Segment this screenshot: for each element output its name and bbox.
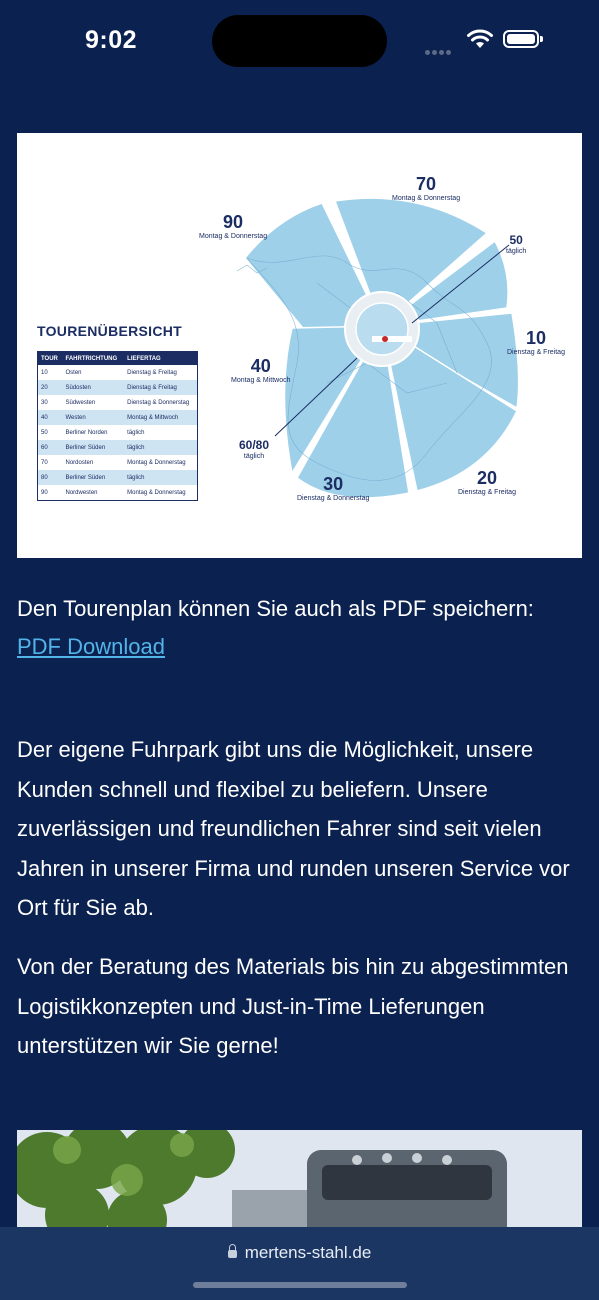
status-bar: 9:02 [0,0,599,80]
table-cell: Montag & Donnerstag [127,489,186,496]
table-row: 10 Osten Dienstag & Freitag [38,365,198,380]
table-cell: 80 [37,470,63,485]
table-cell: 30 [41,399,48,406]
tour-map-graphic [236,197,520,499]
table-row: 20 Südosten Dienstag & Freitag [37,380,198,395]
tour-days: Montag & Donnerstag [199,233,268,240]
table-cell: täglich [127,429,145,436]
tour-map-image: TOURENÜBERSICHT TOUR FAHRTRICHTUNG LIEFE… [17,133,582,558]
table-header-cell: LIEFERTAG [124,351,198,365]
table-row: 30 Südwesten Dienstag & Donnerstag [38,395,198,410]
truck-photo-graphic [17,1130,582,1240]
tour-label-70: 70 Montag & Donnerstag [392,175,460,202]
tour-days: Dienstag & Donnerstag [297,495,370,502]
table-row: 50 Berliner Norden täglich [38,425,198,440]
cellular-signal-icon [425,42,457,55]
table-cell: täglich [124,470,198,485]
sector-20 [380,324,518,492]
pdf-download-intro: Den Tourenplan können Sie auch als PDF s… [17,596,534,621]
table-header-cell: TOUR [37,351,63,365]
table-cell: 90 [41,489,48,496]
table-row: 40 Westen Montag & Mittwoch [37,410,198,425]
address-bar[interactable]: mertens-stahl.de [0,1243,599,1263]
logistics-paragraph: Von der Beratung des Materials bis hin z… [17,954,569,1058]
table-cell: Dienstag & Freitag [124,380,198,395]
table-header-cell: FAHRTRICHTUNG [62,351,125,365]
table-cell: Nordwesten [65,489,98,496]
table-cell: Berliner Süden [62,470,125,485]
battery-icon [503,30,543,48]
tour-table-header: TOUR FAHRTRICHTUNG LIEFERTAG [37,351,198,365]
url-text: mertens-stahl.de [244,1243,372,1262]
table-cell: Dienstag & Freitag [127,369,177,376]
tour-number: 70 [416,174,437,194]
tour-days: Dienstag & Freitag [507,349,565,356]
table-cell: Westen [62,410,125,425]
wifi-icon [467,29,493,48]
tour-days: täglich [506,248,527,255]
sector-30 [296,323,410,499]
tour-label-40: 40 Montag & Mittwoch [231,357,291,384]
pdf-download-text: Den Tourenplan können Sie auch als PDF s… [17,590,577,666]
table-cell: Berliner Süden [62,440,125,455]
sector-40 [283,325,384,476]
sector-50 [381,239,509,327]
table-cell: Montag & Mittwoch [124,410,198,425]
table-row: 90 Nordwesten Montag & Donnerstag [38,485,198,501]
table-cell: täglich [124,440,198,455]
tour-days: Dienstag & Freitag [458,489,516,496]
pdf-download-link[interactable]: PDF Download [17,634,165,659]
tour-days: täglich [243,453,265,460]
tour-number: 10 [525,328,546,348]
tour-days: Montag & Mittwoch [231,377,291,384]
tour-label-90: 90 Montag & Donnerstag [199,213,267,240]
table-row: 70 Nordosten Montag & Donnerstag [38,455,198,470]
tour-label-30: 30 Dienstag & Donnerstag [297,475,369,502]
sector-90 [244,202,384,334]
table-cell: Südwesten [65,399,96,406]
tour-number: 50 [509,233,523,247]
table-cell: Montag & Donnerstag [127,459,186,466]
table-cell: 70 [41,459,48,466]
browser-bottom-bar: mertens-stahl.de [0,1227,599,1300]
truck-photo [17,1130,582,1240]
tour-label-20: 20 Dienstag & Freitag [458,469,516,496]
table-cell: Berliner Norden [65,429,108,436]
tour-table: TOUR FAHRTRICHTUNG LIEFERTAG 10 Osten Dien… [37,351,198,501]
table-cell: 10 [41,369,48,376]
tour-number: 60/80 [239,438,270,452]
table-row: 60 Berliner Süden täglich [37,440,198,455]
table-cell: Südosten [62,380,125,395]
status-time: 9:02 [85,26,138,54]
table-cell: 20 [37,380,63,395]
home-indicator[interactable] [193,1282,407,1288]
tour-label-60-80: 60/80 täglich [239,439,269,460]
tour-overview-title: TOURENÜBERSICHT [37,323,183,339]
tour-number: 40 [250,356,271,376]
dynamic-island [212,15,387,67]
tour-number: 20 [476,468,497,488]
table-cell: 60 [37,440,63,455]
tour-label-10: 10 Dienstag & Freitag [507,329,565,356]
lock-icon [227,1244,237,1258]
tour-days: Montag & Donnerstag [392,195,461,202]
tour-number: 90 [223,212,244,232]
tour-number: 30 [323,474,344,494]
table-cell: Osten [65,369,82,376]
table-cell: Nordosten [65,459,94,466]
table-cell: 50 [41,429,48,436]
table-cell: 40 [37,410,63,425]
tour-label-50: 50 täglich [506,234,526,255]
table-row: 80 Berliner Süden täglich [37,470,198,485]
fleet-paragraph: Der eigene Fuhrpark gibt uns die Möglich… [17,737,570,920]
table-cell: Dienstag & Donnerstag [127,399,190,406]
